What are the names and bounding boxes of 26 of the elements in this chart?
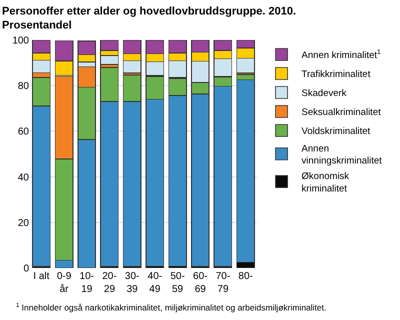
text: $^{1}$ Inneholder også narkotikakriminalitet, miljøkriminalitet og arbeidsmiljøkriminalitet.: [16, 302, 326, 313]
y-tick-label: 20: [18, 218, 30, 229]
x-tick-label: 0-9 år: [56, 271, 72, 295]
legend-label: Voldskriminalitet: [302, 126, 371, 138]
bar: [100, 55, 119, 66]
x-tick-label: 40- 49: [148, 271, 162, 295]
x-tick-label: 20- 29: [102, 271, 117, 295]
legend-label: Seksualkriminalitet: [302, 107, 382, 118]
legend-label: Skadeverk: [302, 88, 347, 100]
chart-title: Personoffer etter alder og hovedlovbruddsgruppe. 2010. Prosentandel: [2, 5, 296, 32]
legend-label: Annen vinningskriminalitet: [302, 143, 382, 167]
x-tick-label: 30- 39: [124, 271, 140, 295]
legend-label: Annen kriminalitet$^{1}$: [302, 49, 382, 62]
x-tick-label: 80-: [238, 271, 253, 282]
x-tick-label: 60- 69: [193, 271, 208, 295]
legend-label: Økonomisk kriminalitet: [302, 171, 350, 194]
y-tick-label: 100: [12, 36, 30, 46]
x-tick-label: 50- 59: [170, 271, 185, 295]
x-tick-label: 70- 79: [216, 271, 230, 295]
x-tick-label: 10- 19: [80, 271, 94, 295]
x-tick-label: I alt: [33, 271, 50, 282]
y-tick-label: 60: [18, 126, 30, 138]
y-tick-label: 0: [23, 264, 30, 274]
legend-label: Trafikkriminalitet: [302, 69, 371, 80]
y-tick-label: 80: [18, 81, 30, 92]
y-tick-label: 40: [18, 172, 30, 184]
